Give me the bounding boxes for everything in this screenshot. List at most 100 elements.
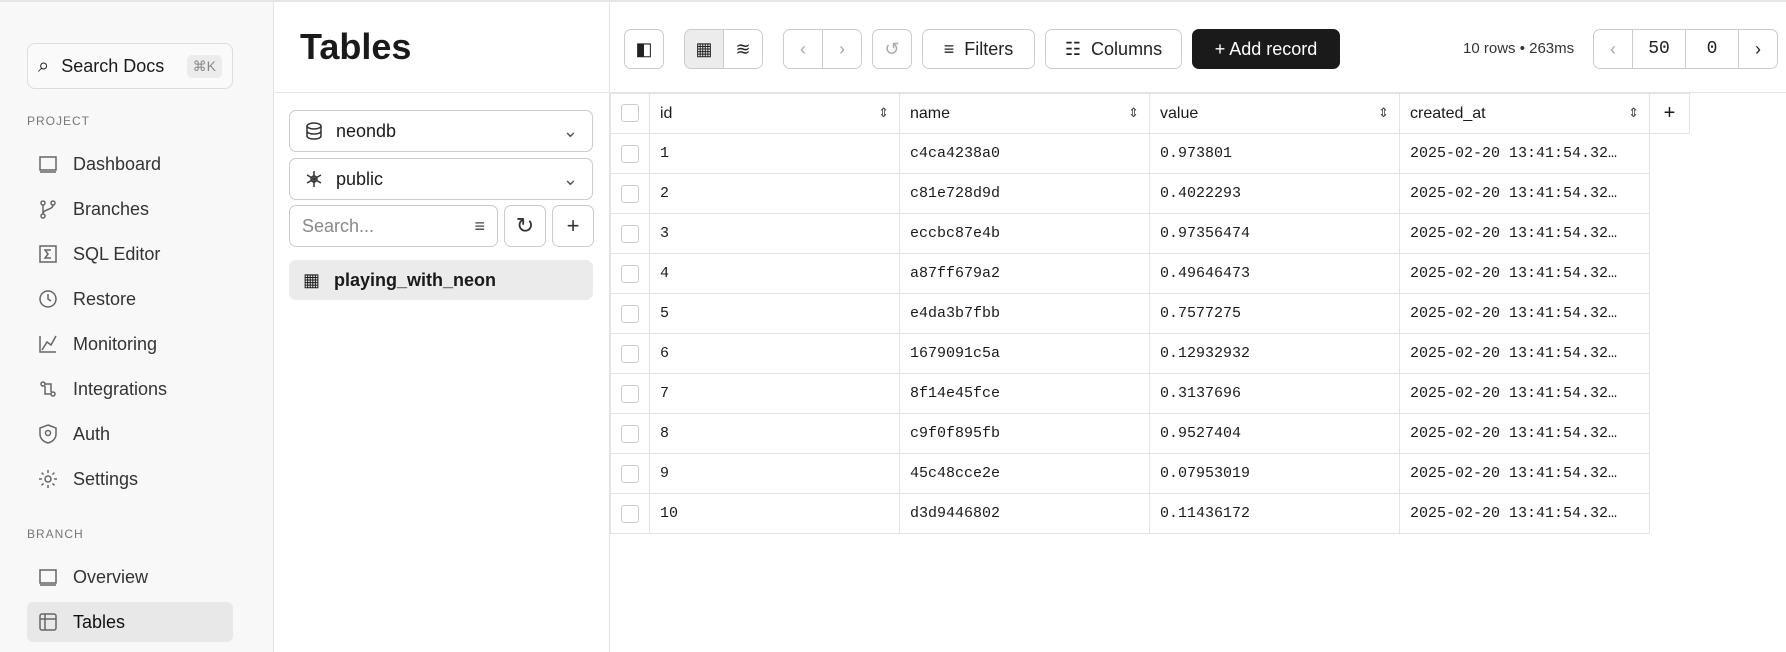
cell-name[interactable]: eccbc87e4b — [899, 213, 1150, 254]
cell-created_at[interactable]: 2025-02-20 13:41:54.32… — [1399, 373, 1650, 414]
table-row[interactable]: 5 e4da3b7fbb 0.7577275 2025-02-20 13:41:54.… — [610, 293, 1690, 334]
row-checkbox[interactable] — [621, 304, 639, 323]
column-header-name[interactable]: name ⇕ — [899, 93, 1150, 134]
page-prev-button[interactable]: ‹ — [1593, 29, 1633, 69]
columns-button[interactable]: ☷ Columns — [1045, 29, 1182, 69]
sidebar-item-tables[interactable]: Tables — [27, 602, 233, 642]
row-select-cell[interactable] — [610, 253, 650, 294]
cell-name[interactable]: c81e728d9d — [899, 173, 1150, 214]
row-select-cell[interactable] — [610, 493, 650, 534]
row-checkbox[interactable] — [621, 264, 639, 283]
cell-name[interactable]: 45c48cce2e — [899, 453, 1150, 494]
cell-name[interactable]: d3d9446802 — [899, 493, 1150, 534]
sidebar-item-settings[interactable]: Settings — [27, 459, 233, 499]
cell-created_at[interactable]: 2025-02-20 13:41:54.32… — [1399, 333, 1650, 374]
row-checkbox[interactable] — [621, 224, 639, 243]
sidebar-item-dashboard[interactable]: Dashboard — [27, 144, 233, 184]
select-all-checkbox[interactable] — [621, 104, 639, 123]
cell-name[interactable]: 8f14e45fce — [899, 373, 1150, 414]
row-select-cell[interactable] — [610, 373, 650, 414]
column-header-value[interactable]: value ⇕ — [1149, 93, 1400, 134]
table-row[interactable]: 7 8f14e45fce 0.3137696 2025-02-20 13:41:54.… — [610, 373, 1690, 414]
table-row[interactable]: 4 a87ff679a2 0.49646473 2025-02-20 13:41:54… — [610, 253, 1690, 294]
row-checkbox[interactable] — [621, 424, 639, 443]
cell-created_at[interactable]: 2025-02-20 13:41:54.32… — [1399, 293, 1650, 334]
table-item-playing-with-neon[interactable]: ▦ playing_with_neon — [289, 260, 593, 300]
row-select-cell[interactable] — [610, 293, 650, 334]
cell-id[interactable]: 8 — [649, 413, 900, 454]
cell-value[interactable]: 0.7577275 — [1149, 293, 1400, 334]
cell-value[interactable]: 0.973801 — [1149, 133, 1400, 174]
cell-id[interactable]: 10 — [649, 493, 900, 534]
table-row[interactable]: 10 d3d9446802 0.11436172 2025-02-20 13:41:5… — [610, 493, 1690, 534]
filter-icon[interactable]: ≡ — [474, 215, 485, 236]
cell-created_at[interactable]: 2025-02-20 13:41:54.32… — [1399, 173, 1650, 214]
row-select-cell[interactable] — [610, 413, 650, 454]
page-next-button[interactable]: › — [1738, 29, 1778, 69]
row-select-cell[interactable] — [610, 453, 650, 494]
cell-created_at[interactable]: 2025-02-20 13:41:54.32… — [1399, 253, 1650, 294]
cell-name[interactable]: e4da3b7fbb — [899, 293, 1150, 334]
refresh-button[interactable]: ↻ — [504, 205, 546, 247]
offset-input[interactable]: 0 — [1685, 29, 1739, 69]
row-checkbox[interactable] — [621, 504, 639, 523]
search-docs-button[interactable]: ⌕ Search Docs ⌘K — [27, 43, 233, 89]
cell-id[interactable]: 2 — [649, 173, 900, 214]
row-select-cell[interactable] — [610, 173, 650, 214]
sidebar-item-restore[interactable]: Restore — [27, 279, 233, 319]
limit-input[interactable]: 50 — [1632, 29, 1686, 69]
cell-name[interactable]: c9f0f895fb — [899, 413, 1150, 454]
cell-created_at[interactable]: 2025-02-20 13:41:54.32… — [1399, 493, 1650, 534]
add-record-button[interactable]: + Add record — [1192, 29, 1340, 69]
cell-created_at[interactable]: 2025-02-20 13:41:54.32… — [1399, 213, 1650, 254]
cell-id[interactable]: 6 — [649, 333, 900, 374]
sidebar-item-branches[interactable]: Branches — [27, 189, 233, 229]
cell-value[interactable]: 0.9527404 — [1149, 413, 1400, 454]
sidebar-item-integrations[interactable]: Integrations — [27, 369, 233, 409]
table-row[interactable]: 3 eccbc87e4b 0.97356474 2025-02-20 13:41:54… — [610, 213, 1690, 254]
sidebar-item-monitoring[interactable]: Monitoring — [27, 324, 233, 364]
table-row[interactable]: 8 c9f0f895fb 0.9527404 2025-02-20 13:41:54.… — [610, 413, 1690, 454]
cell-value[interactable]: 0.07953019 — [1149, 453, 1400, 494]
prev-button[interactable]: ‹ — [783, 29, 823, 69]
schema-select[interactable]: public ⌄ — [289, 158, 593, 200]
sidebar-item-auth[interactable]: Auth — [27, 414, 233, 454]
cell-id[interactable]: 9 — [649, 453, 900, 494]
row-checkbox[interactable] — [621, 144, 639, 163]
column-header-created_at[interactable]: created_at ⇕ — [1399, 93, 1650, 134]
cell-id[interactable]: 5 — [649, 293, 900, 334]
sidebar-item-overview[interactable]: Overview — [27, 557, 233, 597]
row-checkbox[interactable] — [621, 184, 639, 203]
table-row[interactable]: 9 45c48cce2e 0.07953019 2025-02-20 13:41:54… — [610, 453, 1690, 494]
cell-name[interactable]: 1679091c5a — [899, 333, 1150, 374]
toggle-sidebar-button[interactable]: ◧ — [624, 29, 664, 69]
next-button[interactable]: › — [822, 29, 862, 69]
sort-icon[interactable]: ⇕ — [1378, 104, 1389, 120]
row-select-cell[interactable] — [610, 133, 650, 174]
cell-name[interactable]: a87ff679a2 — [899, 253, 1150, 294]
cell-value[interactable]: 0.4022293 — [1149, 173, 1400, 214]
history-button[interactable]: ↺ — [872, 29, 912, 69]
select-all-cell[interactable] — [610, 93, 650, 134]
sort-icon[interactable]: ⇕ — [1628, 104, 1639, 120]
table-row[interactable]: 2 c81e728d9d 0.4022293 2025-02-20 13:41:54.… — [610, 173, 1690, 214]
row-select-cell[interactable] — [610, 333, 650, 374]
row-select-cell[interactable] — [610, 213, 650, 254]
row-checkbox[interactable] — [621, 344, 639, 363]
cell-value[interactable]: 0.97356474 — [1149, 213, 1400, 254]
sort-icon[interactable]: ⇕ — [878, 104, 889, 120]
table-row[interactable]: 6 1679091c5a 0.12932932 2025-02-20 13:41:54… — [610, 333, 1690, 374]
sidebar-item-sql-editor[interactable]: SQL Editor — [27, 234, 233, 274]
row-checkbox[interactable] — [621, 384, 639, 403]
cell-value[interactable]: 0.11436172 — [1149, 493, 1400, 534]
cell-value[interactable]: 0.3137696 — [1149, 373, 1400, 414]
table-search-input[interactable]: Search... ≡ — [289, 205, 498, 247]
cell-created_at[interactable]: 2025-02-20 13:41:54.32… — [1399, 133, 1650, 174]
cell-name[interactable]: c4ca4238a0 — [899, 133, 1150, 174]
cell-id[interactable]: 4 — [649, 253, 900, 294]
cell-created_at[interactable]: 2025-02-20 13:41:54.32… — [1399, 453, 1650, 494]
cell-id[interactable]: 1 — [649, 133, 900, 174]
filters-button[interactable]: ≡ Filters — [922, 29, 1035, 69]
cell-id[interactable]: 3 — [649, 213, 900, 254]
database-select[interactable]: neondb ⌄ — [289, 110, 593, 152]
